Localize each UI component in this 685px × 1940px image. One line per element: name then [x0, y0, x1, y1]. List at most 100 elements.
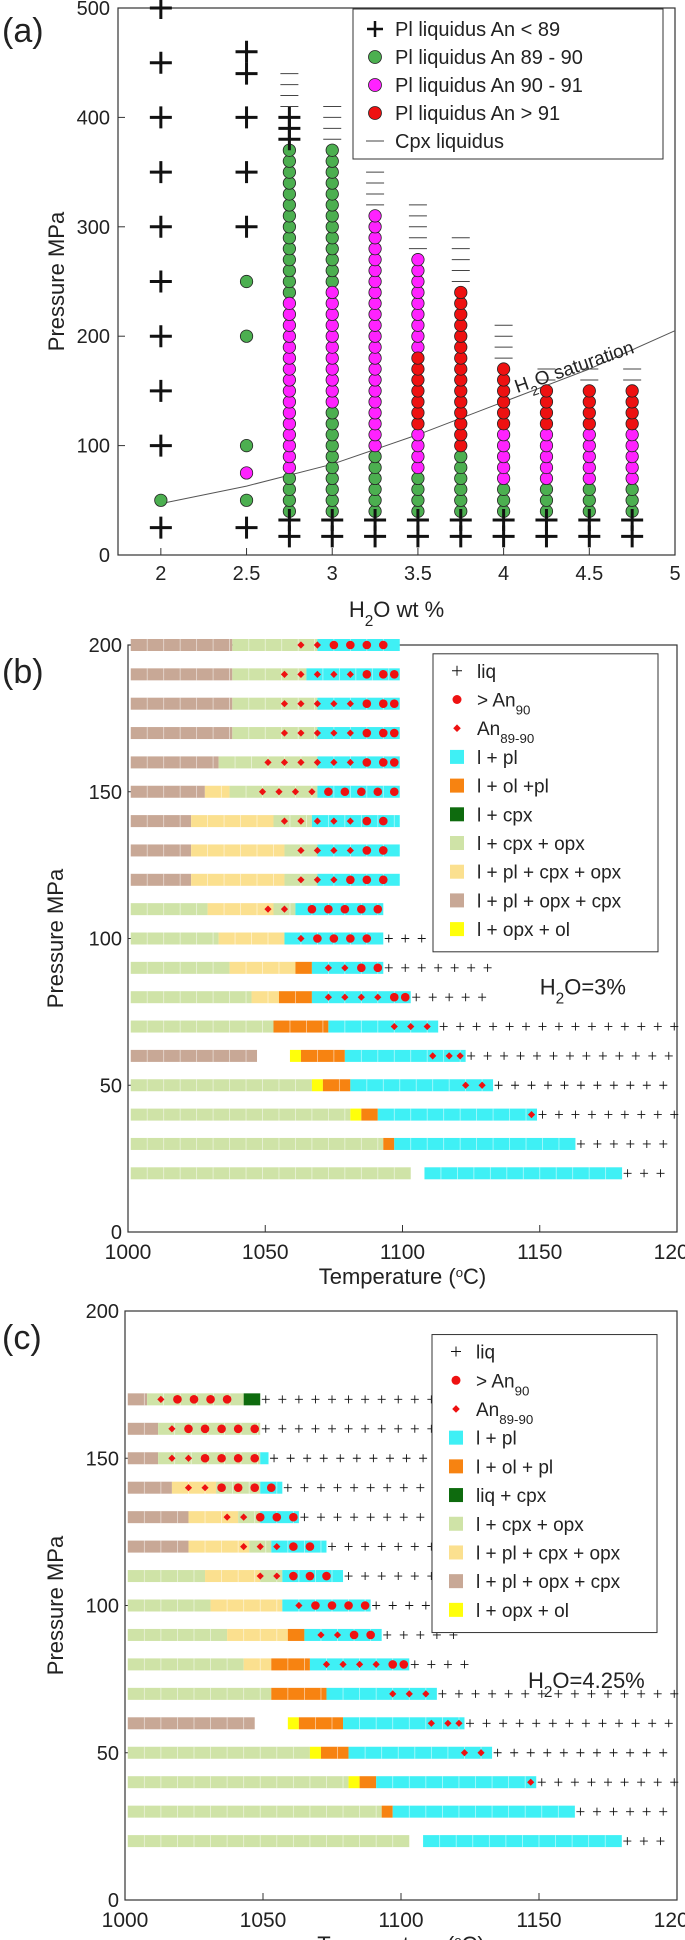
marker-liq [537, 1778, 546, 1787]
phase-band [127, 1570, 206, 1583]
marker-liq [615, 1719, 624, 1728]
plot-frame-a [117, 7, 676, 556]
marker-an-gt-90 [388, 1660, 398, 1669]
panel-a: (a) 2 2.5 3 3.5 4 4.5 5 0 100 200 300 400 500 H2O wt %… [2, 0, 681, 630]
y-tick-label-a: 100 [77, 436, 110, 458]
marker-liq [377, 1572, 386, 1581]
phase-band [317, 756, 400, 769]
marker-an-gt-90 [346, 640, 355, 650]
marker-liq [659, 1081, 668, 1090]
phase-band [130, 932, 219, 945]
y-axis-label-b: Pressure MPa [43, 868, 68, 1008]
marker-liq [294, 1424, 303, 1433]
marker-liq [311, 1424, 320, 1433]
x-tick-label-c: 1000 [102, 1909, 149, 1932]
marker-an-gt-90 [389, 758, 399, 767]
marker-an-89-90 [313, 670, 322, 678]
phase-row [130, 727, 400, 740]
marker-liq [581, 1719, 590, 1728]
phase-row [130, 697, 400, 710]
marker-liq [604, 1778, 612, 1787]
marker-an-gt-90 [305, 1542, 315, 1551]
marker-an-gt-90 [378, 758, 388, 767]
phase-row [127, 1452, 444, 1465]
marker-an-89-90 [317, 1631, 325, 1639]
phase-band [191, 815, 274, 828]
phase-band [130, 815, 192, 828]
marker-liq [570, 1778, 579, 1787]
marker-an-lt-89 [149, 215, 172, 238]
phase-row [127, 1805, 668, 1818]
marker-an-89-90 [445, 1052, 453, 1060]
marker-liq [383, 1513, 392, 1522]
marker-an-gt-90 [289, 1512, 298, 1522]
phase-band [127, 1805, 382, 1818]
marker-an-89-90 [333, 1631, 342, 1639]
phase-row [127, 1717, 673, 1730]
marker-an-lt-89 [235, 62, 258, 85]
marker-liq [604, 1689, 612, 1698]
marker-liq [620, 1110, 629, 1119]
marker-an-gt-90 [222, 1395, 232, 1404]
marker-an-89-90 [346, 817, 354, 825]
legend-symbol-diamond [453, 724, 461, 733]
marker-an-lt-89 [364, 508, 387, 531]
marker-liq [659, 1807, 668, 1816]
marker-liq [383, 1483, 392, 1492]
marker-an-lt-89 [278, 508, 301, 531]
marker-an-89-90 [407, 1022, 415, 1031]
marker-liq [377, 1542, 386, 1551]
legend-swatch [450, 749, 464, 764]
legend-swatch [449, 1430, 463, 1445]
phase-band [344, 1049, 466, 1062]
phase-band [130, 1020, 274, 1033]
marker-liq [670, 1778, 679, 1787]
marker-an-gt-90 [378, 640, 388, 650]
marker-liq [493, 1748, 502, 1757]
marker-liq [554, 1778, 563, 1787]
marker-an-89-90 [256, 1572, 264, 1580]
x-tick-label-a: 2.5 [233, 563, 261, 585]
marker-liq [438, 1689, 447, 1698]
marker-liq [372, 1601, 381, 1610]
marker-an-gt-90 [233, 1483, 243, 1492]
marker-liq [598, 1719, 607, 1728]
legend-box-a [352, 8, 664, 160]
phase-band [322, 1079, 351, 1092]
marker-an-gt-91 [497, 362, 511, 376]
marker-an-89-90 [282, 198, 296, 212]
legend-symbol-dot [451, 1375, 461, 1385]
marker-an-gt-90 [389, 992, 399, 1002]
marker-an-lt-89 [149, 379, 172, 402]
marker-an-89-90 [456, 1052, 464, 1060]
x-axis-label-b: Temperature (oC) [319, 1264, 487, 1289]
marker-liq [653, 1778, 662, 1787]
legend-symbol-dot [452, 695, 462, 705]
y-tick-label-a: 400 [77, 107, 110, 129]
marker-an-89-90 [462, 1081, 470, 1089]
marker-liq [656, 1169, 665, 1178]
marker-liq [466, 1719, 474, 1728]
marker-an-gt-90 [346, 875, 355, 885]
marker-liq [328, 1424, 336, 1433]
x-tick-label-a: 4 [498, 563, 509, 585]
marker-liq [361, 1572, 370, 1581]
marker-an-89-90 [405, 1690, 413, 1698]
marker-an-gt-90 [378, 875, 388, 885]
marker-an-89-90 [280, 758, 289, 766]
x-tick-label-a: 3 [327, 563, 338, 585]
marker-an-89-90 [282, 220, 296, 234]
marker-liq [344, 1395, 353, 1404]
marker-liq [593, 1081, 602, 1090]
legend-label: Pl liquidus An < 89 [395, 19, 560, 41]
phase-band [320, 1746, 349, 1759]
marker-an-89-90 [325, 231, 339, 245]
marker-an-90-91 [239, 466, 254, 480]
marker-an-gt-90 [399, 1660, 409, 1669]
phase-band [289, 1049, 301, 1062]
phase-band [317, 844, 400, 857]
phase-band [273, 815, 312, 828]
phase-band [232, 727, 318, 740]
marker-liq [623, 1837, 632, 1846]
